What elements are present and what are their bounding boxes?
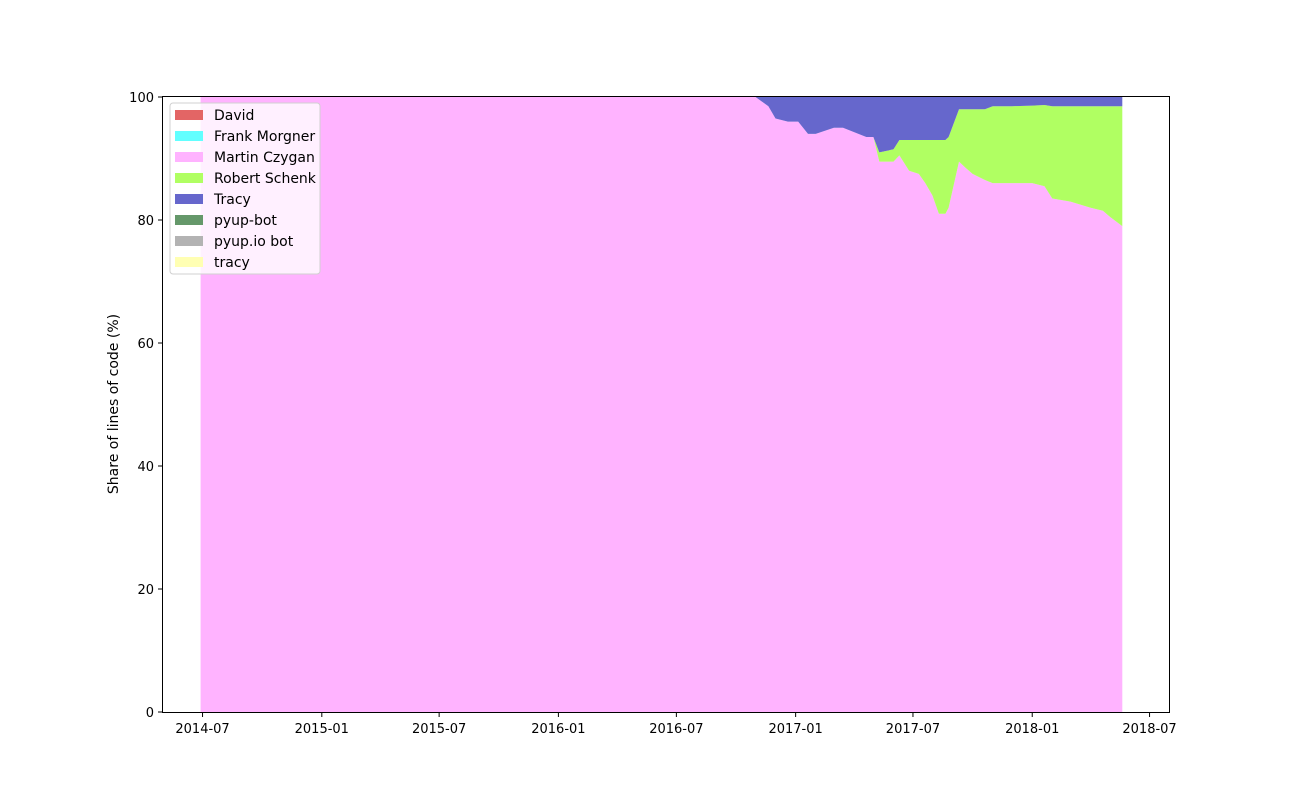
x-tick-label: 2014-07 — [175, 722, 229, 737]
y-axis-label: Share of lines of code (%) — [106, 314, 122, 494]
area-tracy — [200, 97, 1123, 153]
legend-swatch-frank-morgner — [175, 131, 203, 141]
legend-swatch-pyup-bot — [175, 215, 203, 225]
area-robert-schenk — [200, 97, 1123, 227]
y-axis: 0 20 40 60 80 100 — [129, 91, 163, 721]
legend-label-tracy: Tracy — [213, 192, 251, 208]
legend-swatch-robert-schenk — [175, 173, 203, 183]
legend-swatch-martin-czygan — [175, 152, 203, 162]
x-tick-label: 2015-01 — [295, 722, 349, 737]
legend-swatch-tracy — [175, 194, 203, 204]
legend-label-david: David — [214, 108, 254, 124]
x-tick-label: 2018-01 — [1005, 722, 1059, 737]
y-tick-label: 80 — [137, 214, 154, 229]
plot-frame — [162, 96, 1170, 713]
legend: David Frank Morgner Martin Czygan Robert Sc… — [169, 102, 321, 275]
legend-box — [169, 102, 321, 275]
y-tick-label: 0 — [146, 706, 154, 721]
x-tick-label: 2018-07 — [1122, 722, 1176, 737]
legend-swatch-pyup-io-bot — [175, 236, 203, 246]
y-tick-label: 40 — [137, 460, 154, 475]
x-tick-label: 2017-01 — [768, 722, 822, 737]
legend-label-pyup-bot: pyup-bot — [214, 213, 277, 229]
y-tick-label: 60 — [137, 337, 154, 352]
area-martin-czygan — [200, 97, 1123, 712]
legend-swatch-david — [175, 110, 203, 120]
legend-label-robert-schenk: Robert Schenk — [214, 171, 317, 187]
legend-swatch-tracy — [175, 257, 203, 267]
x-tick-label: 2015-07 — [412, 722, 466, 737]
x-tick-label: 2016-01 — [531, 722, 585, 737]
legend-label-martin-czygan: Martin Czygan — [214, 150, 315, 166]
x-axis: 2014-07 2015-01 2015-07 2016-01 2016-07 2017-… — [175, 712, 1177, 737]
area-layer — [200, 97, 1123, 712]
y-tick-label: 20 — [137, 583, 154, 598]
y-tick-label: 100 — [129, 91, 154, 106]
legend-label-tracy: tracy — [214, 255, 250, 271]
x-tick-label: 2016-07 — [649, 722, 703, 737]
x-tick-label: 2017-07 — [886, 722, 940, 737]
legend-label-frank-morgner: Frank Morgner — [214, 129, 315, 145]
legend-label-pyup-io-bot: pyup.io bot — [214, 234, 294, 250]
